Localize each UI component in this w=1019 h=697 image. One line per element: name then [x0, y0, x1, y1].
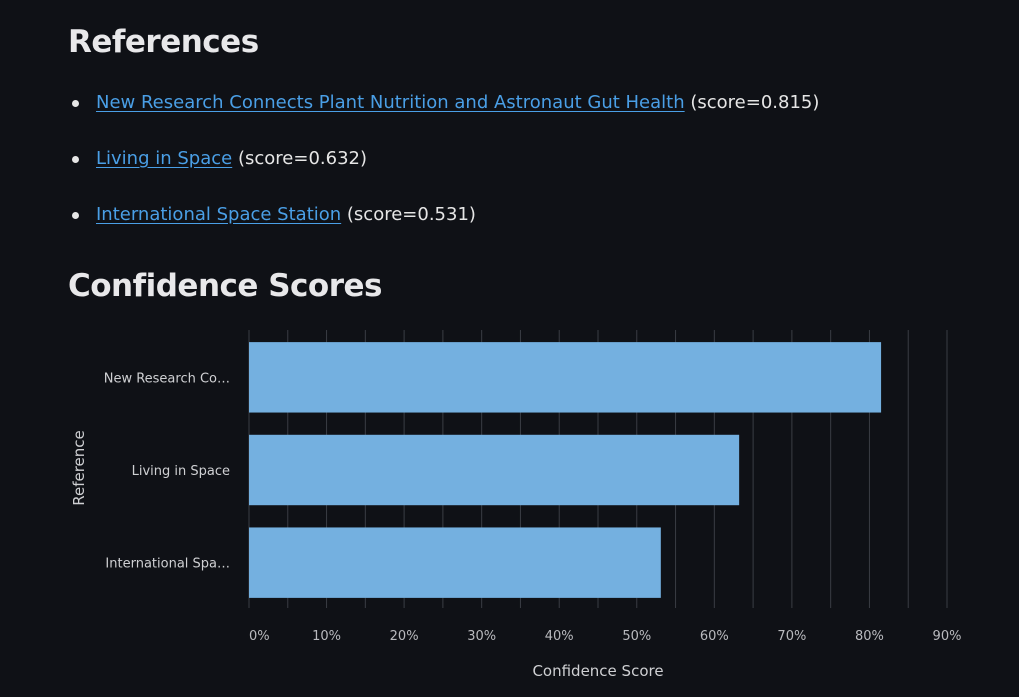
bullet-icon [72, 156, 79, 163]
x-tick-label: 30% [467, 629, 496, 644]
reference-score-2: (score=0.632) [237, 148, 367, 169]
category-label: Living in Space [132, 464, 230, 479]
x-tick-labels: 0% 10% 20% 30% 40% 50% 60% 70% 80% 90% [249, 629, 961, 644]
x-tick-label: 20% [390, 629, 419, 644]
reference-link-2[interactable]: Living in Space [96, 148, 233, 169]
list-item: New Research Connects Plant Nutrition an… [68, 86, 819, 142]
references-list: New Research Connects Plant Nutrition an… [68, 86, 819, 254]
list-item: International Space Station (score=0.531… [68, 198, 819, 254]
bullet-icon [72, 212, 79, 219]
bar[interactable] [249, 342, 882, 413]
bar[interactable] [249, 434, 740, 506]
x-axis-label: Confidence Score [532, 662, 663, 680]
x-tick-label: 10% [312, 629, 341, 644]
bars [249, 342, 882, 598]
category-labels: New Research Co… Living in Space Internati… [104, 371, 230, 571]
bullet-icon [72, 100, 79, 107]
x-tick-label: 50% [622, 629, 651, 644]
x-tick-label: 90% [933, 629, 962, 644]
x-tick-label: 60% [700, 629, 729, 644]
x-tick-label: 80% [855, 629, 884, 644]
y-axis-label: Reference [70, 430, 88, 506]
reference-score-3: (score=0.531) [346, 204, 476, 225]
category-label: New Research Co… [104, 371, 230, 386]
reference-link-3[interactable]: International Space Station [96, 204, 342, 225]
reference-score-1: (score=0.815) [690, 92, 820, 113]
x-tick-label: 40% [545, 629, 574, 644]
list-item: Living in Space (score=0.632) [68, 142, 819, 198]
x-tick-label: 0% [249, 629, 270, 644]
confidence-heading: Confidence Scores [68, 268, 382, 304]
reference-link-1[interactable]: New Research Connects Plant Nutrition an… [96, 92, 685, 113]
x-tick-label: 70% [777, 629, 806, 644]
references-heading: References [68, 24, 259, 60]
category-label: International Spa… [105, 557, 230, 572]
bar[interactable] [249, 527, 661, 598]
